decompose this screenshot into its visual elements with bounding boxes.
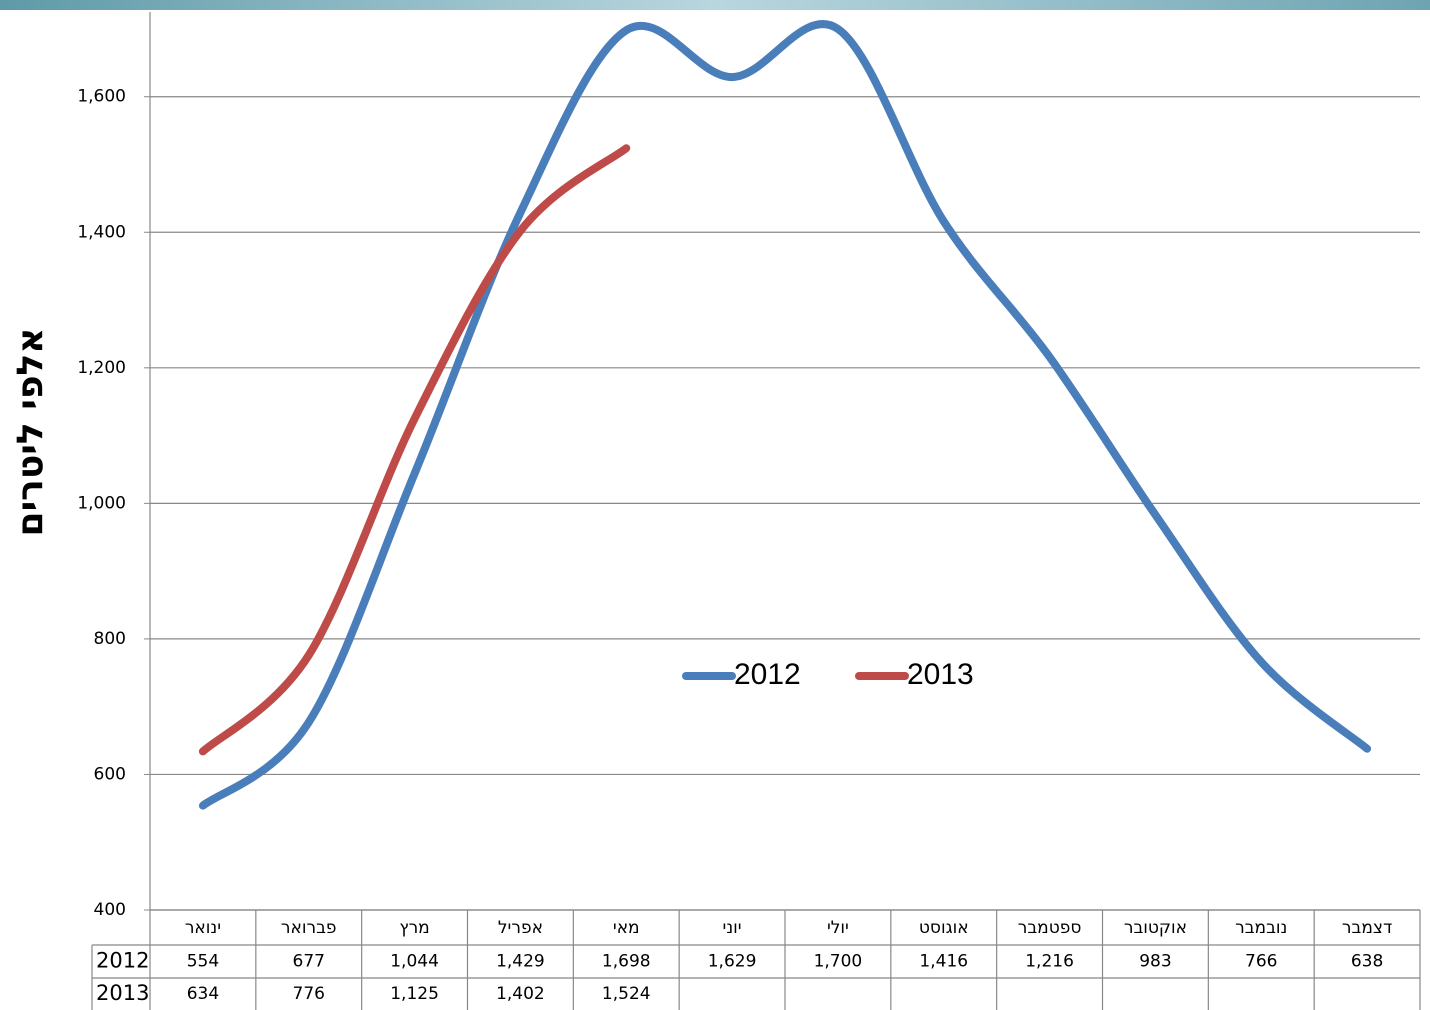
x-category-label: ינואר: [185, 918, 221, 938]
table-cell: 1,700: [814, 952, 863, 972]
y-tick-label: 600: [94, 764, 126, 784]
x-category-label: יוני: [723, 918, 742, 938]
series-line: [198, 20, 1372, 810]
x-category-label: מאי: [613, 918, 640, 938]
table-cell: 1,044: [390, 952, 439, 972]
table-cell: 677: [293, 952, 325, 972]
table-cell: 554: [187, 952, 219, 972]
table-cell: 766: [1245, 952, 1277, 972]
table-cell: 638: [1351, 952, 1383, 972]
table-row-label: 2012: [96, 949, 149, 973]
y-tick-label: 1,000: [77, 493, 126, 513]
table-cell: 1,629: [708, 952, 757, 972]
table-cell: 1,524: [602, 984, 651, 1004]
table-cell: 1,416: [919, 952, 968, 972]
table-row-label: 2013: [96, 981, 149, 1005]
table-cell: 776: [293, 984, 325, 1004]
legend-label: 2013: [907, 658, 974, 691]
x-category-label: ספטמבר: [1018, 918, 1082, 938]
table-cell: 1,698: [602, 952, 651, 972]
y-tick-label: 1,600: [77, 87, 126, 107]
x-category-label: אפריל: [498, 918, 543, 938]
table-cell: 1,125: [390, 984, 439, 1004]
table-cell: 634: [187, 984, 219, 1004]
x-category-label: דצמבר: [1342, 918, 1392, 938]
x-category-label: אוקטובר: [1124, 918, 1187, 938]
y-tick-label: 1,400: [77, 222, 126, 242]
table-cell: 1,402: [496, 984, 545, 1004]
y-tick-label: 1,200: [77, 358, 126, 378]
table-cell: 983: [1139, 952, 1171, 972]
legend-label: 2012: [734, 658, 801, 691]
y-axis-title: אלפי ליטרים: [10, 328, 51, 537]
x-category-label: אוגוסט: [919, 918, 969, 938]
x-category-label: מרץ: [399, 918, 429, 938]
table-cell: 1,429: [496, 952, 545, 972]
y-tick-label: 400: [94, 900, 126, 920]
table-cell: 1,216: [1025, 952, 1074, 972]
x-category-label: נובמבר: [1235, 918, 1287, 938]
series-line: [198, 144, 631, 756]
x-category-label: פברואר: [281, 918, 337, 938]
top-band: [0, 0, 1430, 10]
y-tick-label: 800: [94, 629, 126, 649]
x-category-label: יולי: [827, 918, 849, 938]
